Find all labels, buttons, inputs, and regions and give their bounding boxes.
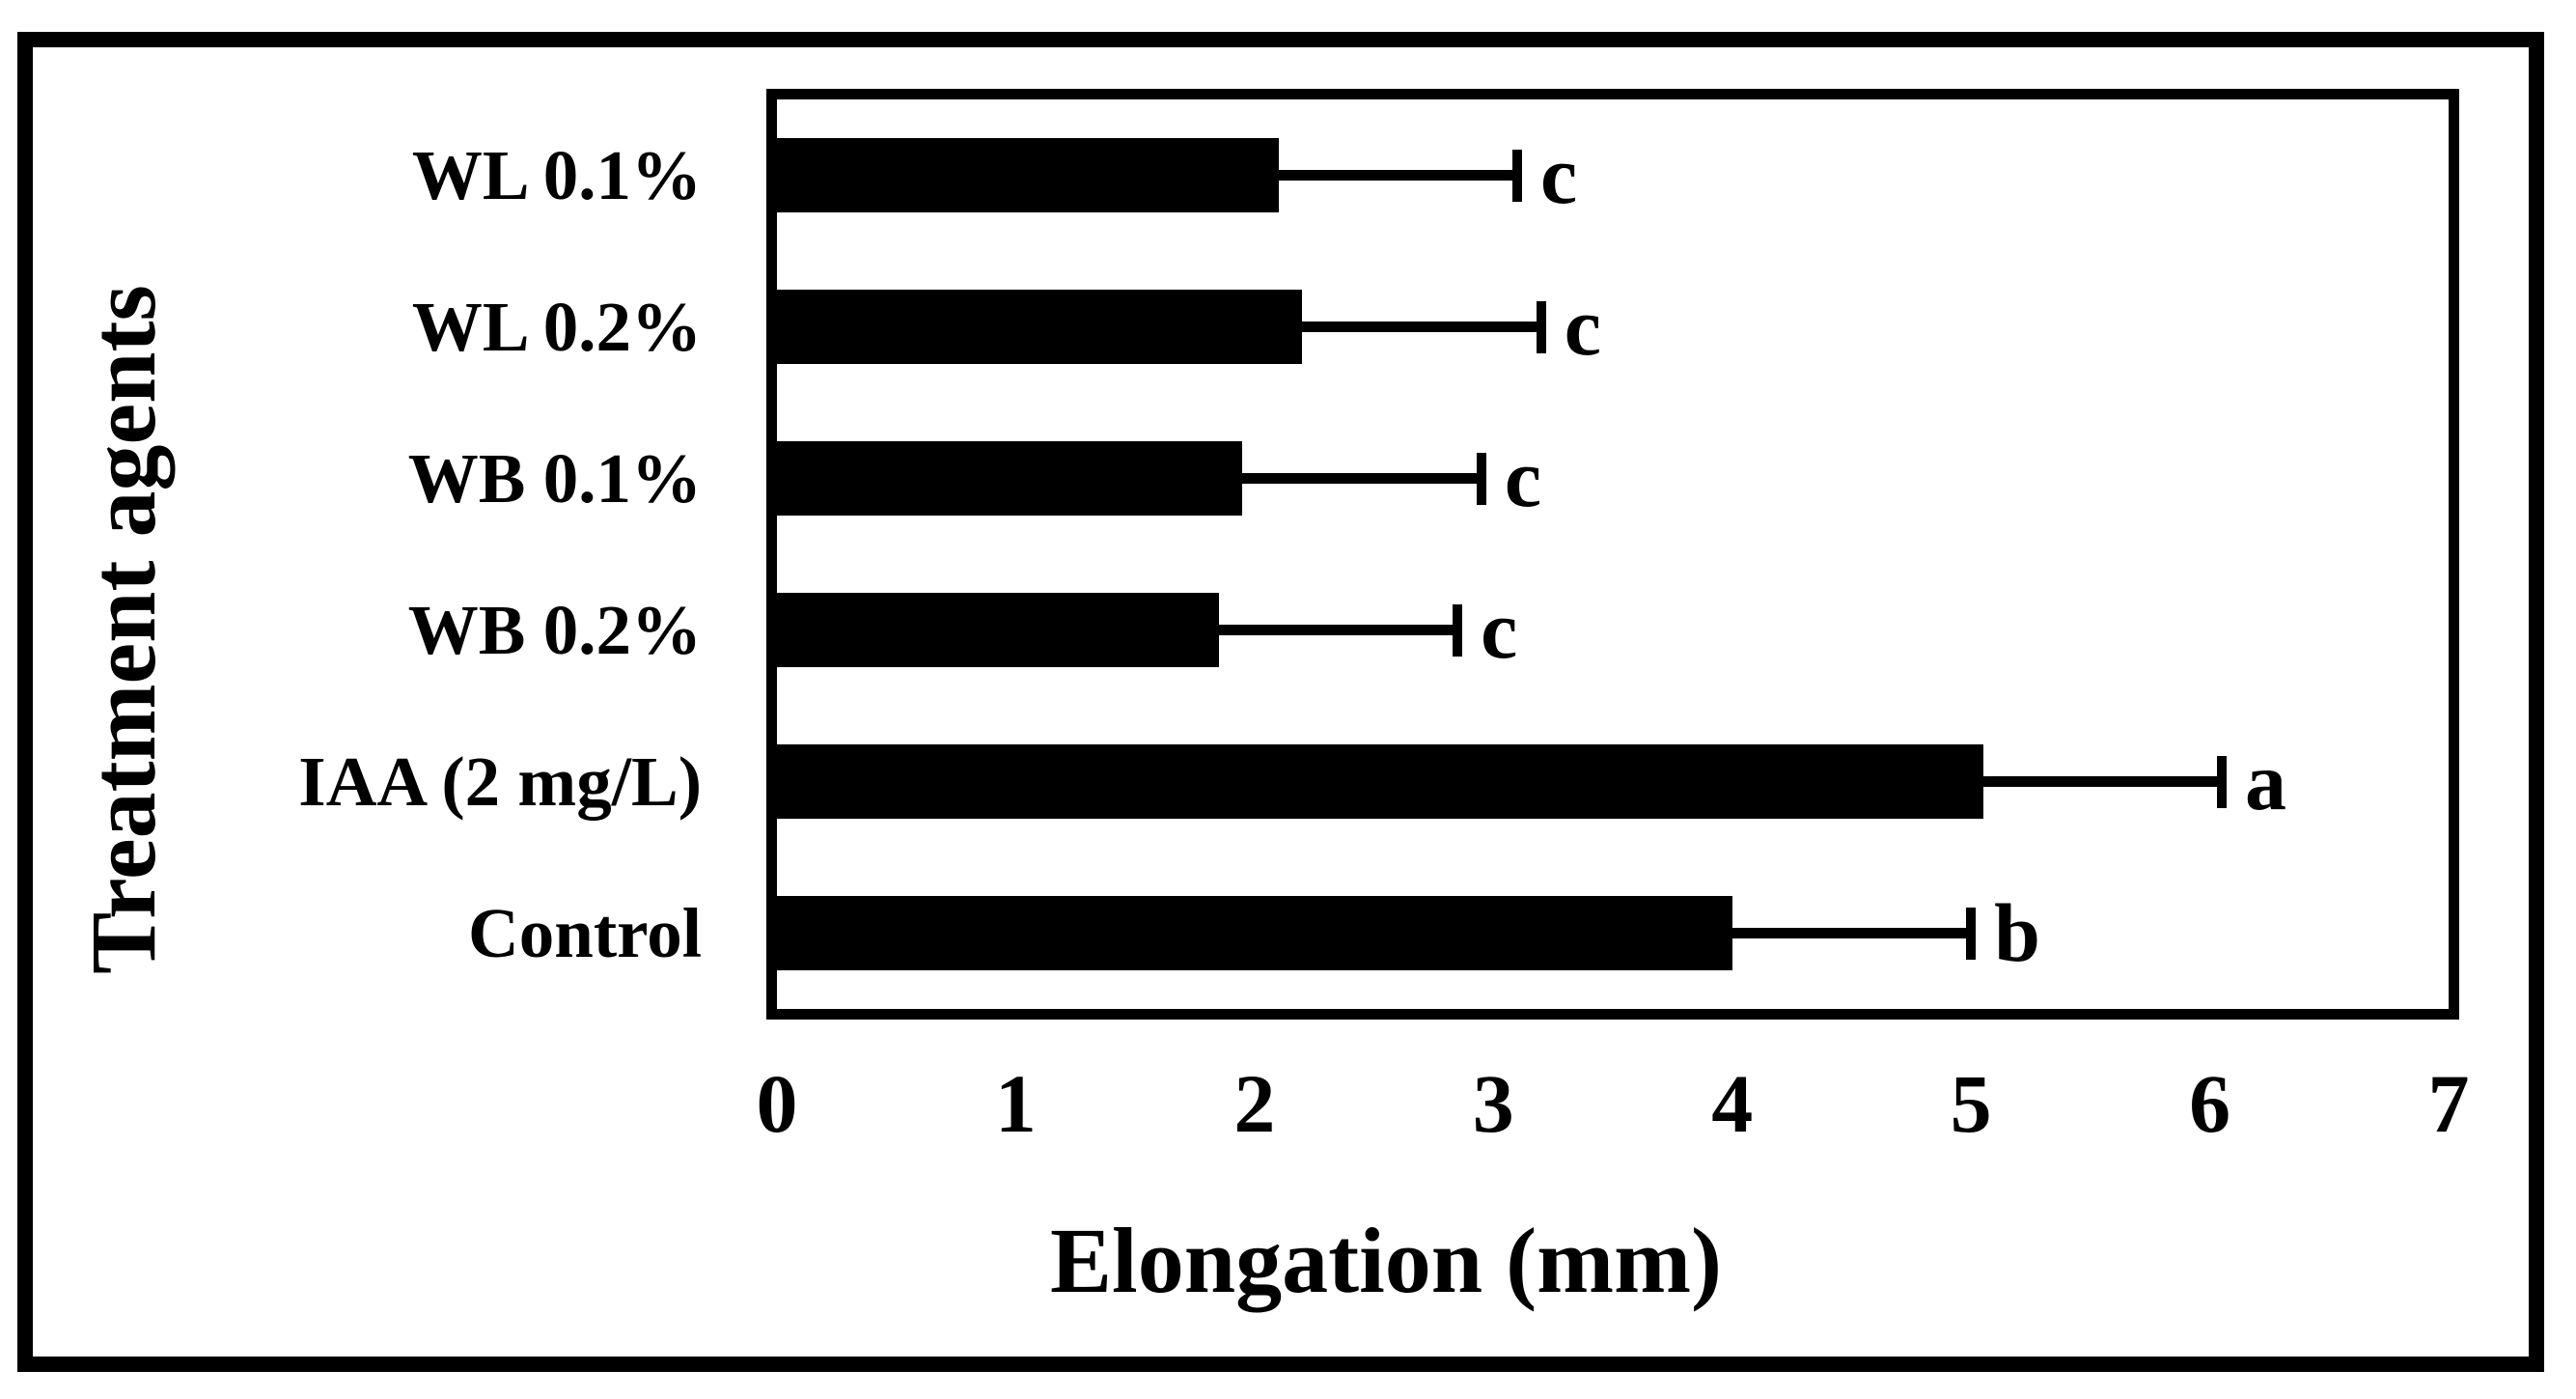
x-tick-label: 1 — [994, 1057, 1037, 1150]
x-tick-label: 0 — [756, 1057, 798, 1150]
category-label: WL 0.2% — [411, 287, 702, 366]
error-whisker — [1242, 473, 1482, 484]
error-cap — [1453, 603, 1463, 657]
error-whisker — [1278, 170, 1518, 181]
significance-letter: c — [1564, 280, 1601, 373]
error-whisker — [1302, 322, 1541, 332]
error-whisker — [1218, 625, 1458, 635]
x-tick-label: 7 — [2427, 1057, 2470, 1150]
category-label: IAA (2 mg/L) — [298, 741, 702, 821]
bar — [777, 138, 1279, 212]
error-whisker — [1982, 776, 2222, 787]
significance-letter: a — [2244, 735, 2286, 827]
x-tick-label: 6 — [2189, 1057, 2231, 1150]
significance-letter: c — [1540, 128, 1578, 221]
x-axis-title: Elongation (mm) — [1050, 1209, 1722, 1312]
bar — [777, 593, 1219, 667]
x-tick-label: 2 — [1233, 1057, 1276, 1150]
error-cap — [2216, 755, 2227, 808]
bar — [777, 744, 1983, 819]
error-cap — [1966, 907, 1977, 960]
bar — [777, 441, 1243, 516]
category-label: WL 0.1% — [411, 135, 702, 214]
error-cap — [1476, 452, 1486, 505]
bar — [777, 896, 1732, 970]
bar — [777, 290, 1303, 364]
significance-letter: c — [1481, 583, 1518, 676]
significance-letter: c — [1504, 432, 1542, 524]
error-cap — [1512, 149, 1523, 202]
category-label-column: WL 0.1% WL 0.2% WB 0.1% WB 0.2% IAA (2 mg/L)… — [0, 99, 702, 1009]
x-tick-label: 5 — [1950, 1057, 1992, 1150]
x-tick-label: 4 — [1711, 1057, 1754, 1150]
category-label: WB 0.2% — [407, 590, 702, 669]
category-label: Control — [468, 893, 702, 972]
significance-letter: b — [1994, 886, 2040, 979]
category-label: WB 0.1% — [407, 438, 702, 518]
error-cap — [1536, 300, 1546, 353]
error-whisker — [1731, 928, 1972, 938]
x-tick-label: 3 — [1472, 1057, 1514, 1150]
